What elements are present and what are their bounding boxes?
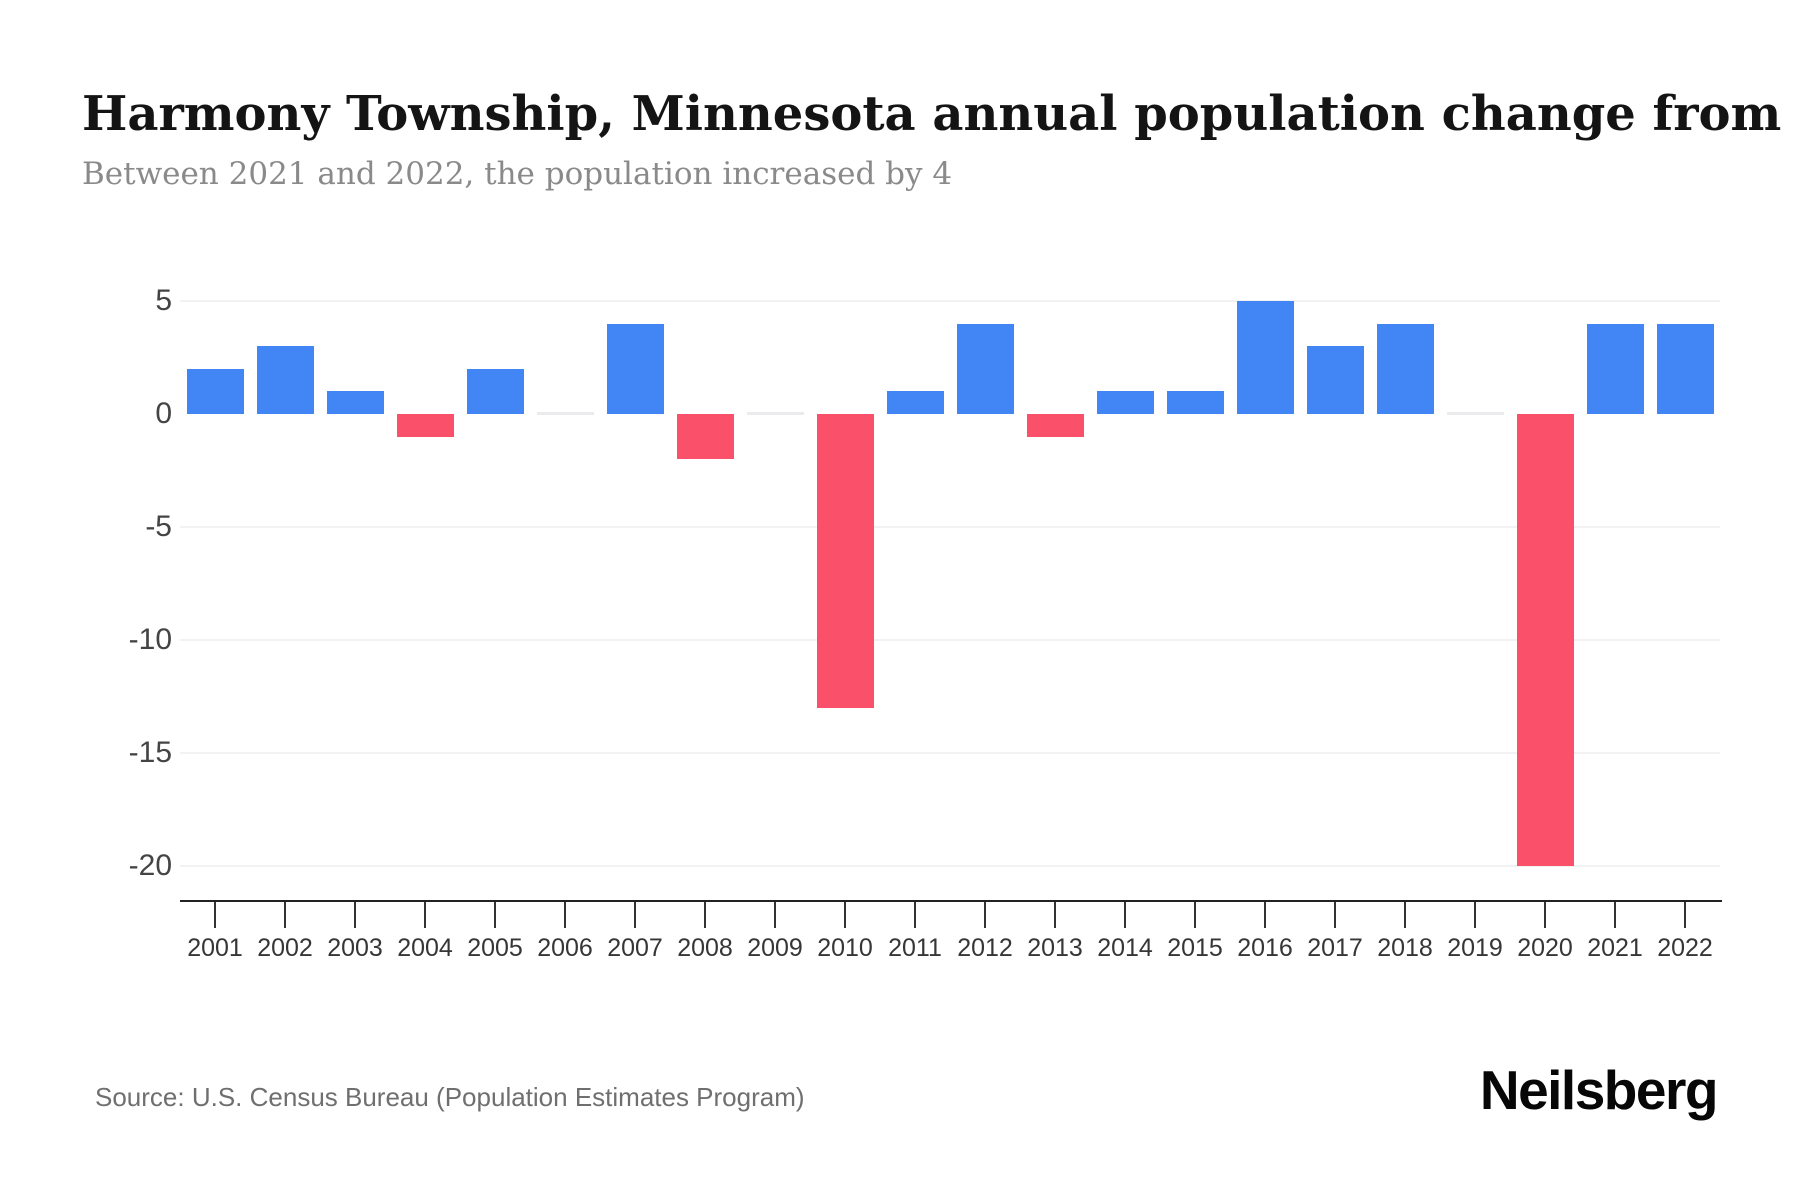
- bar-2014[interactable]: [1096, 391, 1154, 414]
- bar-2012[interactable]: [956, 323, 1014, 414]
- x-tick-label-2004: 2004: [397, 934, 453, 962]
- x-tick-2012: [984, 902, 986, 928]
- x-tick-2008: [704, 902, 706, 928]
- x-tick-label-2011: 2011: [888, 934, 942, 962]
- x-tick-2001: [214, 902, 216, 928]
- x-tick-label-2006: 2006: [537, 934, 593, 962]
- y-tick-label--15: -15: [128, 736, 172, 769]
- bar-2021[interactable]: [1586, 323, 1644, 414]
- y-tick-label--5: -5: [145, 510, 172, 543]
- x-tick-label-2016: 2016: [1237, 934, 1293, 962]
- x-tick-2002: [284, 902, 286, 928]
- x-tick-label-2018: 2018: [1377, 934, 1433, 962]
- bar-2005[interactable]: [466, 368, 524, 414]
- bar-2013[interactable]: [1026, 414, 1084, 437]
- bar-2015[interactable]: [1166, 391, 1224, 414]
- x-tick-label-2008: 2008: [677, 934, 733, 962]
- y-tick-label--10: -10: [128, 623, 172, 656]
- bar-2017[interactable]: [1306, 346, 1364, 414]
- x-tick-2004: [424, 902, 426, 928]
- x-tick-label-2022: 2022: [1657, 934, 1713, 962]
- neilsberg-logo: Neilsberg: [1479, 1059, 1719, 1121]
- x-tick-2019: [1474, 902, 1476, 928]
- x-tick-2014: [1124, 902, 1126, 928]
- x-tick-2015: [1194, 902, 1196, 928]
- bar-2022[interactable]: [1656, 323, 1714, 414]
- x-tick-2013: [1054, 902, 1056, 928]
- bar-2016[interactable]: [1236, 301, 1294, 414]
- x-tick-label-2019: 2019: [1447, 934, 1503, 962]
- bar-chart: 5 0 -5 -10 -15 -20 2001 2002 2003 2004 2005 2006 20…: [128, 284, 1722, 962]
- x-tick-2010: [844, 902, 846, 928]
- x-tick-label-2013: 2013: [1027, 934, 1083, 962]
- x-tick-2016: [1264, 902, 1266, 928]
- bar-2007[interactable]: [606, 323, 664, 414]
- bar-2002[interactable]: [256, 346, 314, 414]
- source-attribution: Source: U.S. Census Bureau (Population E…: [95, 1082, 805, 1112]
- bar-2008[interactable]: [676, 414, 734, 460]
- bar-2001[interactable]: [186, 368, 244, 414]
- bar-2018[interactable]: [1376, 323, 1434, 414]
- x-tick-label-2015: 2015: [1167, 934, 1223, 962]
- y-tick-label-5: 5: [155, 284, 172, 317]
- bar-2019[interactable]: [1446, 412, 1504, 415]
- y-tick-label-0: 0: [155, 397, 172, 430]
- x-tick-2011: [914, 902, 916, 928]
- x-tick-2003: [354, 902, 356, 928]
- x-tick-2022: [1684, 902, 1686, 928]
- x-tick-label-2014: 2014: [1097, 934, 1153, 962]
- gridline--20: [180, 865, 1720, 867]
- gridline-5: [180, 300, 1720, 302]
- x-tick-2006: [564, 902, 566, 928]
- x-tick-label-2007: 2007: [607, 934, 663, 962]
- x-tick-2007: [634, 902, 636, 928]
- x-tick-label-2005: 2005: [467, 934, 523, 962]
- x-tick-2020: [1544, 902, 1546, 928]
- bar-2009[interactable]: [746, 412, 804, 415]
- x-tick-label-2010: 2010: [817, 934, 873, 962]
- x-tick-label-2003: 2003: [327, 934, 383, 962]
- gridline--5: [180, 526, 1720, 528]
- x-tick-label-2012: 2012: [957, 934, 1013, 962]
- bar-2020[interactable]: [1516, 414, 1574, 866]
- x-tick-2009: [774, 902, 776, 928]
- bar-2006[interactable]: [536, 412, 594, 415]
- gridline--15: [180, 752, 1720, 754]
- page-subtitle: Between 2021 and 2022, the population in…: [82, 156, 953, 192]
- x-tick-2005: [494, 902, 496, 928]
- bar-2010[interactable]: [816, 414, 874, 708]
- x-tick-label-2001: 2001: [187, 934, 243, 962]
- bar-2003[interactable]: [326, 391, 384, 414]
- gridline--10: [180, 639, 1720, 641]
- page-title: Harmony Township, Minnesota annual popul…: [82, 86, 1800, 143]
- x-tick-label-2021: 2021: [1587, 934, 1643, 962]
- x-tick-label-2020: 2020: [1517, 934, 1573, 962]
- x-tick-2018: [1404, 902, 1406, 928]
- x-tick-label-2017: 2017: [1307, 934, 1363, 962]
- bar-2004[interactable]: [396, 414, 454, 437]
- bar-2011[interactable]: [886, 391, 944, 414]
- y-tick-label--20: -20: [128, 849, 172, 882]
- x-tick-label-2002: 2002: [257, 934, 313, 962]
- x-tick-label-2009: 2009: [747, 934, 803, 962]
- x-tick-2017: [1334, 902, 1336, 928]
- x-tick-2021: [1614, 902, 1616, 928]
- x-axis-line: [180, 900, 1722, 902]
